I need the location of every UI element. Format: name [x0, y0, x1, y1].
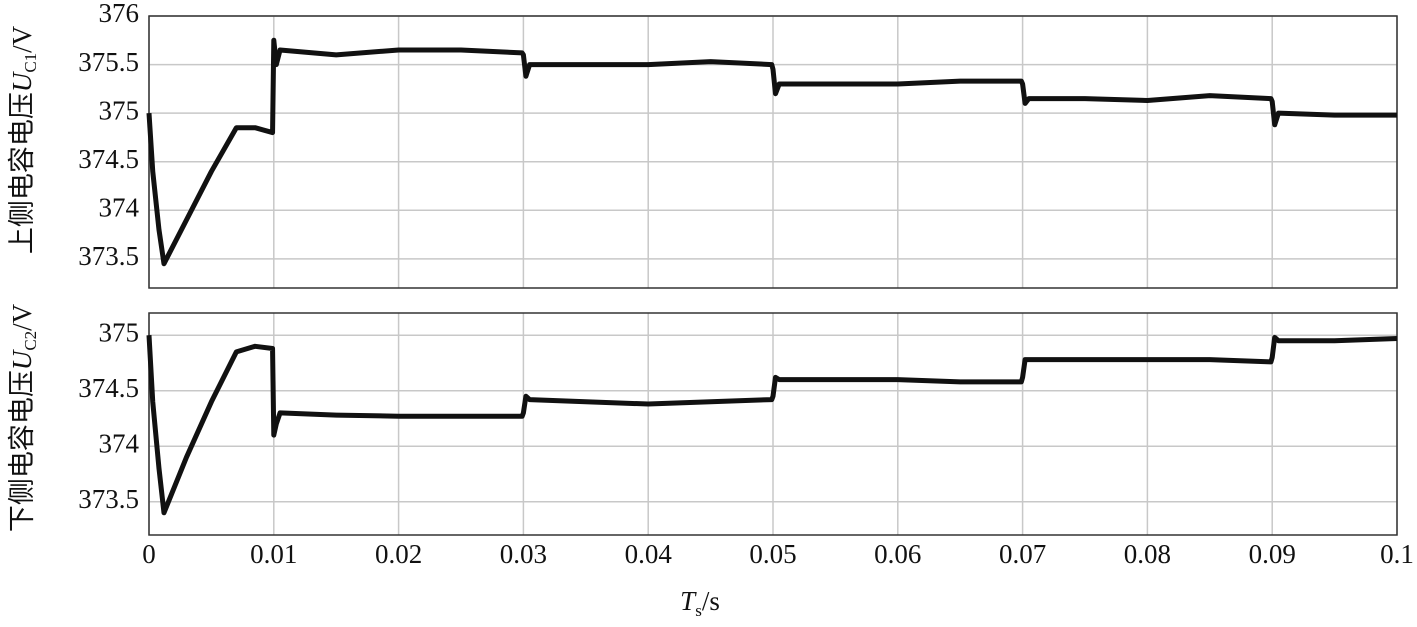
x-tick-label: 0.06 — [874, 539, 921, 569]
x-tick-label: 0.1 — [1380, 539, 1414, 569]
line — [146, 334, 1398, 516]
x-tick-label: 0.07 — [999, 539, 1046, 569]
y-tick-label: 375 — [99, 95, 140, 125]
x-tick-label: 0.08 — [1124, 539, 1171, 569]
axis-label-part: 上侧电容电压 — [7, 92, 37, 254]
axis-label: 下侧电容电压UC2/V — [7, 303, 40, 532]
x-tick-label: 0.04 — [625, 539, 673, 569]
line — [146, 37, 1397, 267]
x-tick-label: 0.09 — [1249, 539, 1296, 569]
x-tick-label: 0.02 — [375, 539, 422, 569]
x-tick-label: 0 — [142, 539, 156, 569]
axis-label-part: T — [680, 586, 697, 616]
axis-label-part: C1 — [21, 53, 40, 73]
x-tick-label: 0.01 — [250, 539, 297, 569]
y-tick-label: 374.5 — [78, 144, 139, 174]
plot-frame — [148, 312, 1398, 536]
y-tick-label: 373.5 — [78, 484, 139, 514]
axis-label: Ts/s — [680, 586, 720, 620]
axis-label-part: U — [7, 71, 37, 92]
axis-label-part: U — [7, 349, 37, 370]
y-tick-label: 376 — [99, 0, 140, 28]
y-tick-label: 373.5 — [78, 241, 139, 271]
y-tick-label: 374.5 — [78, 373, 139, 403]
y-tick-label: 375.5 — [78, 47, 139, 77]
axis-label-part: s — [695, 601, 702, 620]
axis-label-part: C2 — [21, 331, 40, 351]
axis-label: 上侧电容电压UC1/V — [7, 25, 40, 254]
axis-label-part: /V — [7, 303, 37, 331]
x-tick-label: 0.05 — [749, 539, 796, 569]
axis-label-part: /V — [7, 25, 37, 53]
y-tick-label: 374 — [99, 428, 140, 458]
x-tick-label: 0.03 — [500, 539, 547, 569]
axis-label-part: /s — [702, 586, 720, 616]
y-tick-label: 375 — [99, 317, 140, 347]
y-tick-label: 374 — [99, 192, 140, 222]
axis-label-part: 下侧电容电压 — [7, 370, 37, 532]
